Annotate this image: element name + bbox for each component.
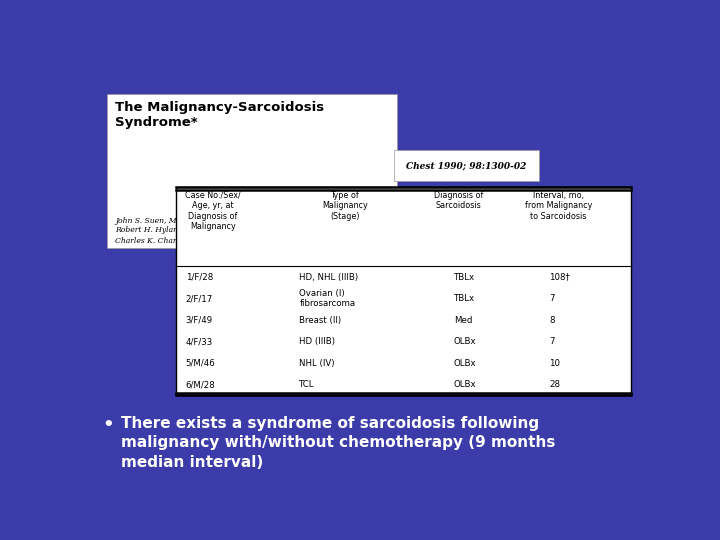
Text: HD, NHL (IIIB): HD, NHL (IIIB)	[300, 273, 359, 282]
FancyBboxPatch shape	[394, 150, 539, 181]
Text: The Malignancy-Sarcoidosis
Syndrome*: The Malignancy-Sarcoidosis Syndrome*	[115, 102, 324, 129]
Text: Interval, mo,
from Malignancy
to Sarcoidosis: Interval, mo, from Malignancy to Sarcoid…	[525, 191, 592, 220]
Text: John S. Suen, M.D.; Monique S. Forse, M.D.;
Robert H. Hyland, M.D., F.C.C.P; and: John S. Suen, M.D.; Monique S. Forse, M.…	[115, 217, 286, 244]
Text: 10: 10	[549, 359, 560, 368]
Text: Case No./Sex/
Age, yr, at
Diagnosis of
Malignancy: Case No./Sex/ Age, yr, at Diagnosis of M…	[185, 191, 240, 231]
Text: 3/F/49: 3/F/49	[186, 316, 212, 325]
Text: Ovarian (I)
fibrosarcoma: Ovarian (I) fibrosarcoma	[300, 289, 356, 308]
Text: Diagnosis of
Sarcoidosis: Diagnosis of Sarcoidosis	[433, 191, 483, 210]
FancyBboxPatch shape	[107, 94, 397, 248]
Text: HD (IIIB): HD (IIIB)	[300, 337, 336, 346]
Text: 1/F/28: 1/F/28	[186, 273, 213, 282]
Text: Breast (II): Breast (II)	[300, 316, 341, 325]
Text: 28: 28	[549, 380, 560, 389]
Text: There exists a syndrome of sarcoidosis following
malignancy with/without chemoth: There exists a syndrome of sarcoidosis f…	[121, 416, 555, 470]
Text: 8: 8	[549, 316, 555, 325]
Text: 7: 7	[549, 294, 555, 303]
Text: 2/F/17: 2/F/17	[186, 294, 213, 303]
Text: NHL (IV): NHL (IV)	[300, 359, 335, 368]
Text: 7: 7	[549, 337, 555, 346]
Text: •: •	[102, 416, 114, 434]
Text: Type of
Malignancy
(Stage): Type of Malignancy (Stage)	[322, 191, 368, 220]
Text: OLBx: OLBx	[454, 380, 477, 389]
FancyBboxPatch shape	[176, 187, 631, 395]
Text: TBLx: TBLx	[454, 273, 475, 282]
Text: 5/M/46: 5/M/46	[186, 359, 215, 368]
Text: OLBx: OLBx	[454, 359, 477, 368]
Text: OLBx: OLBx	[454, 337, 477, 346]
Text: Med: Med	[454, 316, 472, 325]
Text: 108†: 108†	[549, 273, 570, 282]
Text: TCL: TCL	[300, 380, 315, 389]
Text: 6/M/28: 6/M/28	[186, 380, 215, 389]
Text: 4/F/33: 4/F/33	[186, 337, 213, 346]
Text: TBLx: TBLx	[454, 294, 475, 303]
Text: Chest 1990; 98:1300-02: Chest 1990; 98:1300-02	[407, 161, 527, 170]
